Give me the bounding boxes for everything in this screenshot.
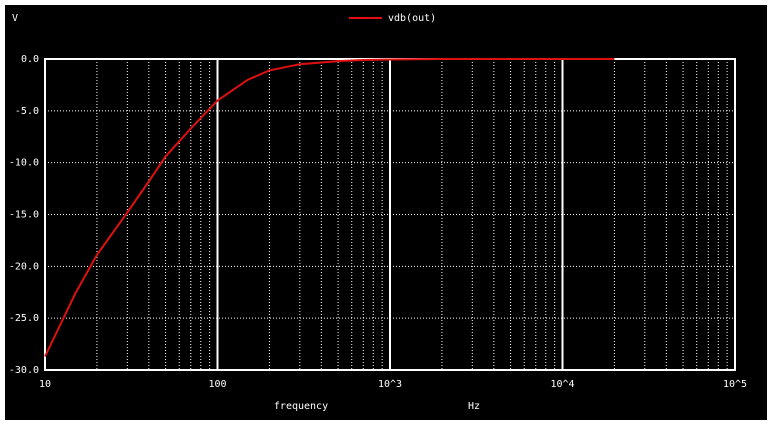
legend-label: vdb(out) (388, 13, 436, 24)
y-tick-label: -25.0 (9, 313, 39, 324)
plot-background (5, 5, 767, 420)
x-tick-label: 10^5 (723, 379, 747, 390)
x-tick-label: 10^3 (378, 379, 402, 390)
y-tick-label: -10.0 (9, 158, 39, 169)
y-tick-label: -30.0 (9, 365, 39, 376)
y-tick-label: -15.0 (9, 210, 39, 221)
y-label: V (12, 13, 18, 24)
x-tick-label: 100 (208, 379, 226, 390)
x-label: frequency (274, 401, 328, 412)
x-tick-label: 10^4 (550, 379, 574, 390)
y-tick-label: 0.0 (21, 54, 39, 65)
x-tick-label: 10 (39, 379, 51, 390)
series-line (44, 58, 615, 357)
y-tick-label: -20.0 (9, 261, 39, 272)
y-tick-label: -5.0 (15, 106, 39, 117)
x-unit: Hz (468, 401, 480, 412)
